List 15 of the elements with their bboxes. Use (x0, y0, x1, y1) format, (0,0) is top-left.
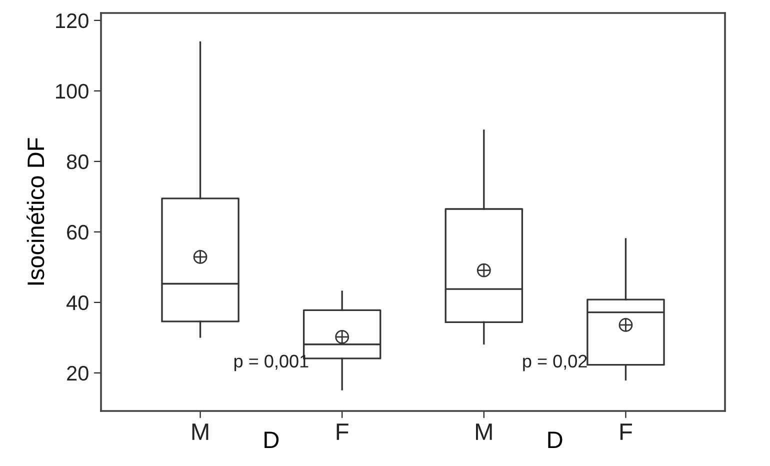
text: D (548, 432, 562, 448)
y-tick-label: 100 (56, 84, 88, 99)
annotation: p = 0,001 (234, 354, 308, 372)
y-tick-label: 20 (67, 366, 88, 381)
y-tick-label: 40 (66, 295, 88, 310)
y-tick-label: 60 (67, 224, 88, 240)
x-tick-label: M (192, 424, 208, 440)
text: D (264, 432, 279, 448)
y-axis-title: Isocinético DF (26, 138, 44, 285)
y-tick-label: 80 (66, 154, 88, 170)
annotation: p = 0,02 (523, 354, 587, 372)
x-tick-label: M (476, 424, 492, 440)
y-tick-label: 120 (56, 13, 88, 28)
x-tick-label: F (336, 424, 348, 440)
x-tick-label: F (620, 424, 632, 440)
